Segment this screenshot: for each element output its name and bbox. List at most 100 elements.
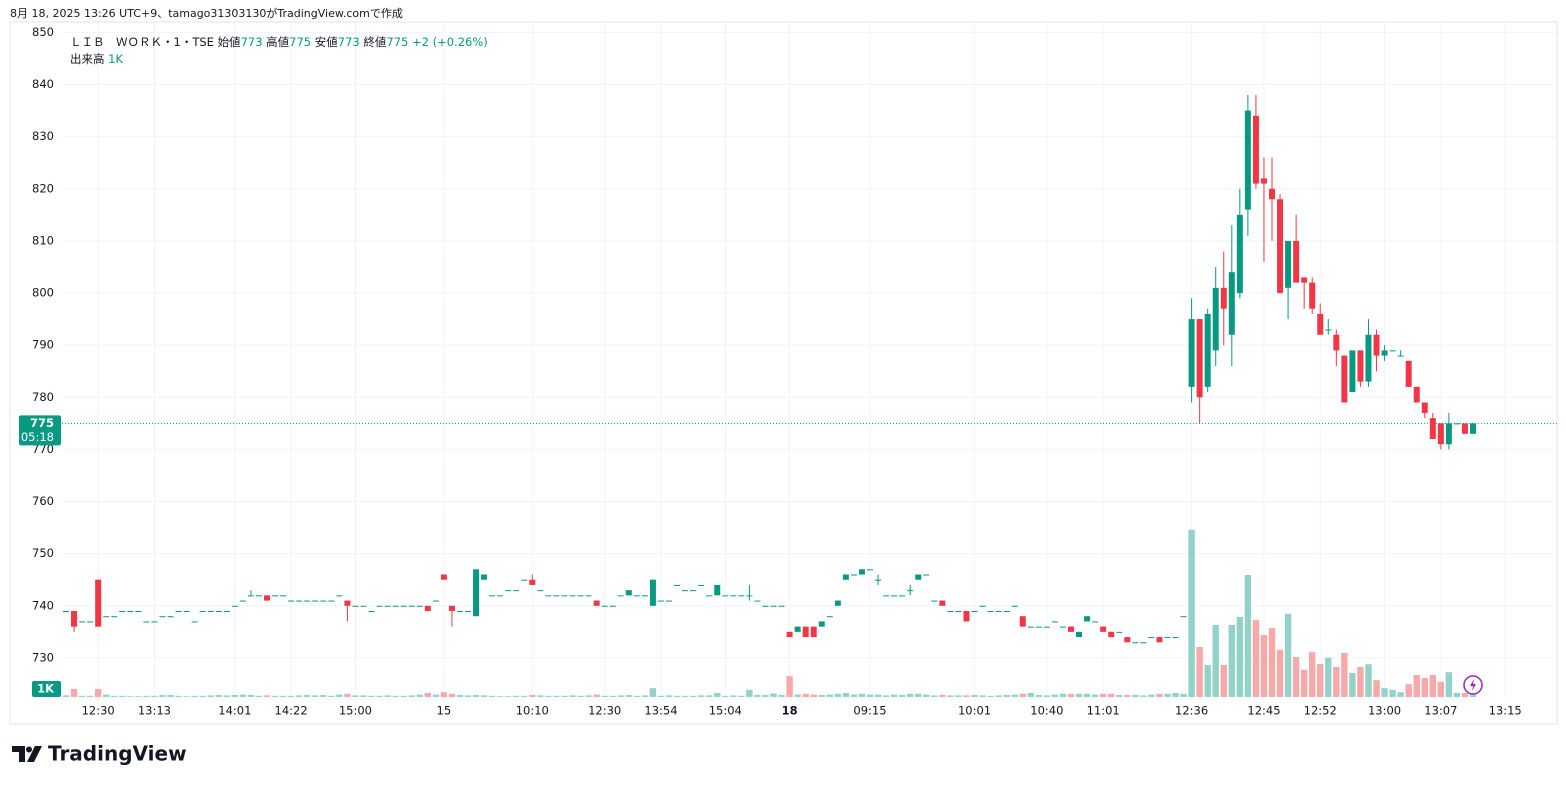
volume-bar	[1284, 613, 1292, 697]
candle-body	[328, 600, 335, 602]
chart-frame	[9, 21, 1558, 725]
candle-body	[312, 600, 319, 602]
volume-bar	[1300, 669, 1308, 697]
volume-bar	[1236, 617, 1244, 697]
volume-bar	[617, 695, 624, 697]
candle-body	[891, 595, 898, 597]
volume-bar	[376, 695, 383, 697]
volume-bar	[826, 694, 833, 697]
candle-body	[738, 595, 745, 597]
candle-body	[143, 621, 150, 623]
volume-bar	[907, 693, 914, 697]
legend-row: ＬＩＢ ＷＯＲＫ・1・TSE 始値773 高値775 安値773 終値775 +…	[70, 34, 488, 51]
candle-body	[119, 610, 126, 612]
candle-body	[432, 600, 439, 602]
volume-bar	[480, 695, 488, 697]
volume-bar	[78, 695, 86, 697]
candle-body	[1317, 313, 1324, 335]
candle-body	[448, 605, 455, 611]
candle-body	[706, 595, 713, 597]
candle-body	[1470, 423, 1476, 434]
volume-bar	[207, 695, 214, 697]
volume-bar	[593, 694, 600, 697]
volume-bar	[882, 695, 890, 697]
volume-bar	[111, 695, 118, 697]
volume-bar	[681, 695, 689, 697]
candle-body	[971, 610, 978, 612]
candle-body	[818, 621, 825, 627]
volume-bar	[1059, 693, 1067, 697]
candle-body	[489, 595, 496, 597]
candle-body	[714, 584, 721, 596]
candle-body	[79, 621, 86, 623]
candle-body	[1389, 350, 1396, 352]
volume-bar	[239, 694, 247, 697]
candle-body	[1421, 402, 1428, 413]
candle-body	[826, 616, 833, 618]
candle-body	[858, 569, 865, 575]
volume-bar	[746, 689, 753, 697]
x-tick-label: 10:01	[958, 704, 991, 718]
volume-bar	[304, 695, 311, 697]
candle-body	[87, 621, 94, 623]
last-price-label: 775	[30, 416, 54, 430]
candle-body	[601, 605, 608, 607]
candle-body	[955, 610, 962, 612]
candle-body	[875, 579, 882, 581]
y-tick-label: 740	[32, 598, 54, 612]
x-tick-label: 11:01	[1087, 704, 1120, 718]
candle-body	[1212, 287, 1219, 351]
volume-bar	[569, 695, 576, 697]
volume-bar	[923, 694, 930, 697]
candle-body	[336, 595, 343, 597]
x-tick-label: 10:40	[1030, 704, 1063, 718]
candle-body	[408, 605, 415, 607]
x-tick-label: 12:36	[1175, 704, 1208, 718]
candle-body	[1260, 178, 1267, 184]
volume-bar	[1421, 677, 1428, 697]
volume-bar	[1116, 695, 1123, 697]
volume-bar	[255, 695, 263, 697]
candle-body	[159, 616, 166, 618]
candle-body	[1092, 621, 1099, 623]
candle-body	[1325, 329, 1332, 331]
volume-bar	[1357, 667, 1364, 697]
volume-bar	[1453, 693, 1461, 697]
candle-body	[690, 590, 697, 592]
x-tick-label: 15:04	[709, 704, 742, 718]
volume-bar	[1220, 665, 1227, 697]
volume-bar	[127, 696, 134, 697]
y-tick-label: 730	[32, 650, 54, 664]
volume-bar	[697, 695, 705, 697]
candle-body	[810, 626, 817, 638]
candle-body	[593, 600, 600, 606]
candle-body	[1437, 423, 1444, 445]
candle-body	[1293, 240, 1300, 283]
volume-bar	[70, 689, 78, 697]
volume-bar	[842, 693, 850, 697]
candle-body	[127, 610, 134, 612]
candle-body	[883, 595, 890, 597]
candle-body	[456, 610, 463, 612]
volume-bar	[1196, 647, 1203, 697]
volume-bar	[416, 694, 423, 697]
candle-body	[368, 610, 375, 612]
candle-body	[649, 579, 656, 606]
volume-bar	[601, 695, 608, 697]
volume-bar	[287, 695, 295, 697]
volume-bar	[577, 695, 584, 697]
candle-body	[899, 595, 906, 597]
volume-bar	[231, 695, 239, 697]
volume-bar	[360, 695, 367, 697]
volume-bar	[939, 695, 946, 697]
volume-bar	[1099, 693, 1107, 697]
y-tick-label: 790	[32, 338, 54, 352]
volume-bar	[706, 695, 713, 697]
candle-body	[553, 595, 560, 597]
volume-bar	[159, 695, 166, 697]
volume-bar	[673, 695, 681, 697]
volume-bar	[1413, 675, 1420, 697]
x-tick-label: 15	[437, 704, 452, 718]
candle-body	[923, 574, 930, 576]
